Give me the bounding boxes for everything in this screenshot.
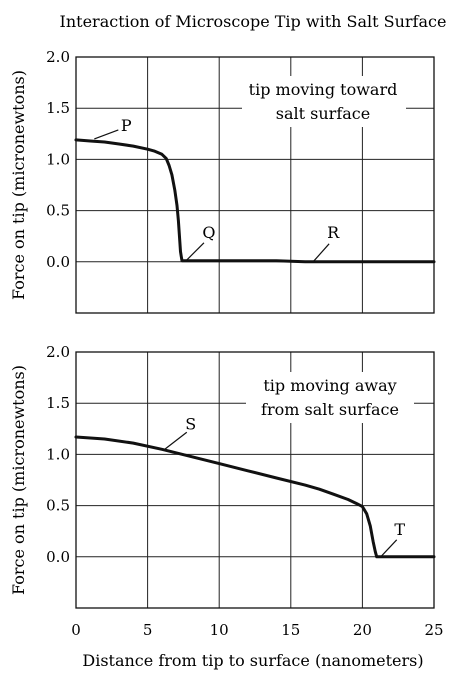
x-tick-label: 0 [71,621,81,639]
y-tick-label: 0.5 [46,497,70,515]
y-tick-label: 1.5 [46,394,70,412]
y-tick-label: 2.0 [46,343,70,361]
point-label-r: R [327,223,340,242]
annotation-backdrop [242,76,406,127]
y-tick-label: 0.5 [46,202,70,220]
y-tick-label: 1.5 [46,99,70,117]
y-tick-label: 2.0 [46,48,70,66]
y-axis-label: Force on tip (micronewtons) [9,70,28,300]
annotation-text: salt surface [276,104,370,123]
leader-line [312,243,330,263]
x-tick-label: 20 [353,621,372,639]
leader-line [185,242,205,262]
x-tick-label: 15 [281,621,300,639]
x-tick-label: 10 [210,621,229,639]
plot-frame [75,56,435,314]
annotation-backdrop [246,372,414,423]
x-axis-label: Distance from tip to surface (nanometers… [82,651,423,670]
annotation-text: from salt surface [261,400,399,419]
y-tick-label: 0.0 [46,253,70,271]
leader-line [380,539,398,558]
point-label-p: P [121,116,132,135]
x-tick-label: 5 [143,621,153,639]
y-tick-label: 1.0 [46,445,70,463]
y-tick-label: 1.0 [46,150,70,168]
chart-panels: 0.0 0.5 1.0 1.5 2.0 Force on tip (micronewton… [9,48,444,639]
point-label-s: S [185,414,196,433]
force-curve [74,435,436,559]
force-curve [74,138,436,264]
chart-title: Interaction of Microscope Tip with Salt … [60,12,447,31]
leader-line [94,129,119,140]
y-axis-label: Force on tip (micronewtons) [9,365,28,595]
plot-frame [75,351,435,609]
annotation-text: tip moving toward [249,80,398,99]
annotation-text: tip moving away [263,376,396,395]
point-label-t: T [394,520,405,539]
point-label-q: Q [202,223,215,242]
y-tick-label: 0.0 [46,548,70,566]
leader-line [164,431,188,450]
x-tick-label: 25 [424,621,443,639]
